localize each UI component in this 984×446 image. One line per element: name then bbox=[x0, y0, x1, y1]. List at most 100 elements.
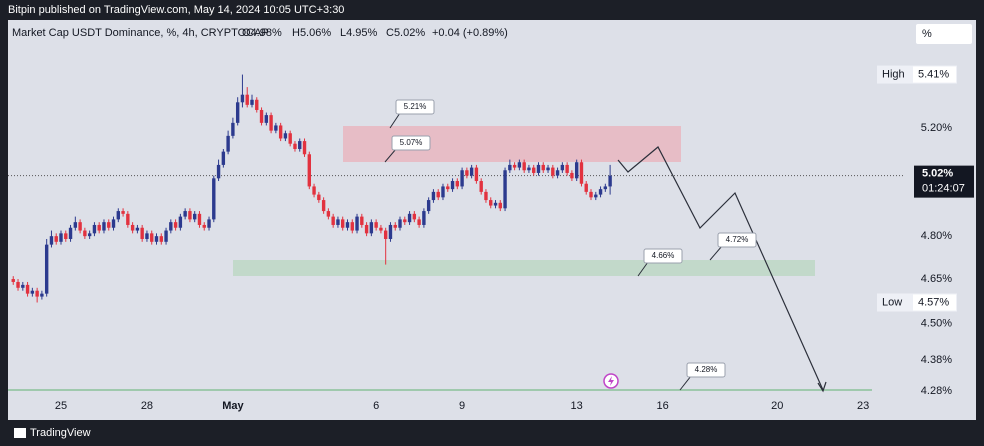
candle-body bbox=[97, 224, 101, 231]
ohlc-legend: +0.04 (+0.89%) bbox=[432, 27, 508, 39]
candle-body bbox=[92, 224, 97, 234]
candle-body bbox=[250, 99, 254, 105]
candle-body bbox=[431, 191, 436, 201]
candle-body bbox=[87, 233, 92, 237]
candle-body bbox=[307, 154, 312, 187]
callout-label: 4.72% bbox=[726, 235, 749, 244]
candle-body bbox=[35, 290, 39, 297]
scale-button[interactable] bbox=[916, 24, 972, 44]
callout-box bbox=[717, 232, 757, 248]
candle-body bbox=[183, 211, 187, 217]
candle-body bbox=[193, 213, 197, 220]
candle-body bbox=[398, 219, 402, 228]
candle-body bbox=[331, 216, 335, 225]
x-tick-label: 13 bbox=[571, 400, 583, 412]
candle-body bbox=[140, 227, 144, 239]
candle-body bbox=[474, 167, 479, 182]
callout-pointer bbox=[389, 112, 401, 129]
candle-body bbox=[579, 162, 584, 184]
candle-body bbox=[298, 141, 302, 149]
projection-path bbox=[617, 146, 824, 391]
candle-body bbox=[598, 189, 603, 195]
candle-body bbox=[188, 211, 192, 220]
candle-body bbox=[221, 151, 226, 165]
candle-body bbox=[355, 216, 359, 231]
candle-body bbox=[574, 162, 579, 179]
candle-body bbox=[407, 213, 412, 223]
candle-body bbox=[546, 167, 550, 171]
candle-body bbox=[465, 170, 469, 176]
candle-body bbox=[293, 143, 297, 149]
x-tick-label: 16 bbox=[657, 400, 669, 412]
x-tick-label: 9 bbox=[459, 400, 465, 412]
candle-body bbox=[341, 219, 345, 228]
x-tick-label: 20 bbox=[771, 400, 783, 412]
candle-body bbox=[436, 191, 440, 198]
candle-body bbox=[312, 186, 316, 195]
candle-body bbox=[283, 133, 288, 139]
candle-body bbox=[388, 224, 393, 239]
brand-logo bbox=[14, 428, 26, 438]
callout-pointer bbox=[679, 375, 692, 391]
candle-body bbox=[130, 224, 135, 231]
support-zone bbox=[233, 260, 815, 276]
candle-body bbox=[302, 141, 307, 155]
candle-body bbox=[178, 216, 183, 228]
candle-body bbox=[522, 162, 526, 171]
callout-box bbox=[686, 362, 726, 378]
projection-arrow bbox=[817, 381, 827, 393]
candle-body bbox=[489, 200, 493, 206]
candle-body bbox=[288, 133, 292, 144]
y-tick-label: 4.28% bbox=[921, 385, 952, 397]
candle-body bbox=[54, 236, 58, 242]
candle-body bbox=[350, 222, 354, 231]
candle-body bbox=[345, 222, 350, 228]
candle-body bbox=[245, 94, 249, 105]
candle-body bbox=[159, 236, 163, 242]
candle-body bbox=[212, 178, 216, 220]
candle-body bbox=[383, 230, 388, 239]
candle-body bbox=[169, 222, 173, 231]
candle-body bbox=[207, 219, 211, 228]
candle-body bbox=[78, 222, 82, 231]
candle-body bbox=[240, 94, 245, 103]
last-price-label: 5.02% bbox=[922, 168, 953, 180]
candle-body bbox=[565, 164, 569, 173]
y-tick-label: 5.20% bbox=[921, 122, 952, 134]
ohlc-legend: C5.02% bbox=[386, 27, 425, 39]
y-tick-label: 4.50% bbox=[921, 317, 952, 329]
callout-label: 5.21% bbox=[404, 102, 427, 111]
candle-body bbox=[608, 175, 612, 187]
candle-body bbox=[274, 125, 278, 131]
candle-body bbox=[44, 244, 49, 294]
candle-body bbox=[393, 224, 397, 228]
low-marker-value-box bbox=[913, 294, 956, 311]
candle-body bbox=[83, 230, 87, 237]
y-tick-label: 4.65% bbox=[921, 273, 952, 285]
candle-body bbox=[164, 230, 168, 242]
ohlc-legend: H5.06% bbox=[292, 27, 331, 39]
candle-body bbox=[68, 227, 73, 239]
candle-body bbox=[226, 135, 230, 152]
candle-body bbox=[493, 202, 498, 206]
candle-body bbox=[16, 281, 20, 288]
callout-label: 4.28% bbox=[695, 365, 718, 374]
callout-box bbox=[395, 99, 435, 115]
candle-body bbox=[259, 109, 264, 123]
candle-body bbox=[202, 224, 206, 228]
candle-body bbox=[441, 186, 445, 198]
candle-body bbox=[173, 222, 178, 228]
candle-body bbox=[317, 194, 321, 201]
candle-body bbox=[517, 162, 522, 168]
candle-body bbox=[121, 211, 125, 214]
candle-body bbox=[135, 227, 140, 231]
bottom-bar bbox=[0, 420, 984, 446]
candle-body bbox=[417, 219, 421, 225]
candle-body bbox=[102, 222, 106, 231]
candle-body bbox=[532, 167, 536, 173]
candle-body bbox=[369, 222, 374, 234]
candle-body bbox=[503, 170, 507, 209]
scale-button-label[interactable]: % bbox=[922, 28, 932, 40]
candle-body bbox=[116, 211, 120, 220]
candle-body bbox=[555, 170, 560, 176]
